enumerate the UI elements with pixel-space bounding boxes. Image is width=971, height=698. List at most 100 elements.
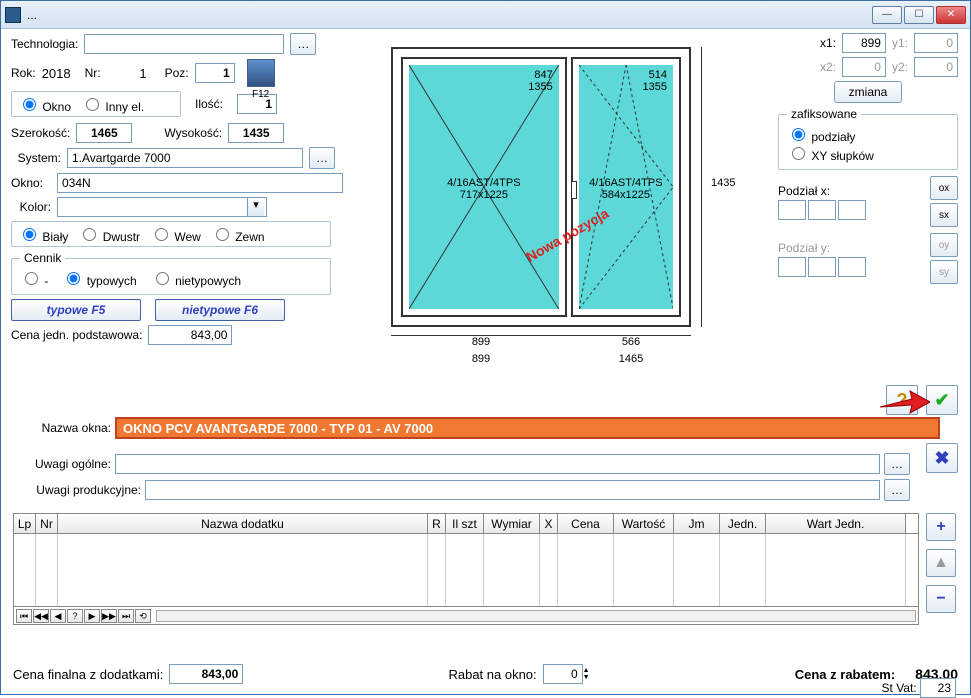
add-button[interactable]: + xyxy=(926,513,956,541)
table-column-header[interactable]: Nr xyxy=(36,514,58,533)
table-column-header[interactable]: Wart Jedn. xyxy=(766,514,906,533)
zafiksowane-legend: zafiksowane xyxy=(787,107,861,121)
rabat-down[interactable]: ▼ xyxy=(583,674,590,681)
wysokosc-input[interactable] xyxy=(228,123,284,143)
uwagi-prod-more-button[interactable]: … xyxy=(884,479,910,501)
table-column-header[interactable]: Wartość xyxy=(614,514,674,533)
cena-rabat-label: Cena z rabatem: xyxy=(795,667,895,682)
podzialy-radio[interactable]: podziały xyxy=(787,125,949,144)
nazwa-input[interactable] xyxy=(115,417,940,439)
cena-jedn-input[interactable] xyxy=(148,325,232,345)
table-column-header[interactable]: Wymiar xyxy=(484,514,540,533)
zewn-radio[interactable]: Zewn xyxy=(211,225,265,244)
table-nav: ⏮ ◀◀ ◀ ? ▶ ▶▶ ⏭ ⟲ xyxy=(14,606,918,624)
okno-label: Okno: xyxy=(11,176,51,190)
system-browse-button[interactable]: … xyxy=(309,147,335,169)
rabat-up[interactable]: ▲ xyxy=(583,667,590,674)
table-column-header[interactable]: Il szt xyxy=(446,514,484,533)
up-button: ▲ xyxy=(926,549,956,577)
maximize-button[interactable]: ☐ xyxy=(904,6,934,24)
okno-radio[interactable]: Okno xyxy=(18,95,71,114)
dwustr-radio[interactable]: Dwustr xyxy=(78,225,140,244)
side-buttons: + ▲ − xyxy=(926,513,956,613)
right-panel: x1: y1: x2: y2: zmiana zafiksowane podzi… xyxy=(778,33,958,288)
nietypowych-radio[interactable]: nietypowych xyxy=(151,269,241,288)
nietypowe-button[interactable]: nietypowe F6 xyxy=(155,299,285,321)
podzial-y-label: Podział y: xyxy=(778,241,830,255)
podzial-x-1[interactable] xyxy=(778,200,806,220)
dim-h1: 899 xyxy=(472,336,490,348)
table-body xyxy=(14,534,918,606)
uwagi-prod-input[interactable] xyxy=(145,480,880,500)
table-column-header[interactable]: R xyxy=(428,514,446,533)
table-column-header[interactable]: X xyxy=(540,514,558,533)
confirm-button[interactable]: ✔ xyxy=(926,385,958,415)
typowe-button[interactable]: typowe F5 xyxy=(11,299,141,321)
nav-last[interactable]: ⏭ xyxy=(118,609,134,623)
footer: Cena finalna z dodatkami: Rabat na okno:… xyxy=(13,664,958,684)
uwagi-ogolne-more-button[interactable]: … xyxy=(884,453,910,475)
rabat-input[interactable] xyxy=(543,664,583,684)
nav-next[interactable]: ▶ xyxy=(84,609,100,623)
bialy-radio[interactable]: Biały xyxy=(18,225,68,244)
wew-radio[interactable]: Wew xyxy=(150,225,201,244)
cennik-legend: Cennik xyxy=(20,251,65,265)
cennik-group: Cennik - typowych nietypowych xyxy=(11,251,331,295)
podzial-x-3[interactable] xyxy=(838,200,866,220)
rok-label: Rok: xyxy=(11,66,36,80)
table-column-header[interactable]: Jedn. xyxy=(720,514,766,533)
zmiana-button[interactable]: zmiana xyxy=(834,81,903,103)
y1-label: y1: xyxy=(892,36,908,50)
stvat-row: St Vat: xyxy=(882,678,956,698)
podzial-x-2[interactable] xyxy=(808,200,836,220)
cennik-dash-radio[interactable]: - xyxy=(20,269,48,288)
podzial-y-3 xyxy=(838,257,866,277)
poz-input[interactable] xyxy=(195,63,235,83)
nav-query[interactable]: ? xyxy=(67,609,83,623)
sx-button[interactable]: sx xyxy=(930,203,958,227)
dim-v: 1435 xyxy=(711,177,735,189)
minimize-button[interactable]: — xyxy=(872,6,902,24)
system-input[interactable] xyxy=(67,148,303,168)
left-dim: 717x1225 xyxy=(460,189,508,201)
x2-input xyxy=(842,57,886,77)
table-column-header[interactable]: Lp xyxy=(14,514,36,533)
remove-button[interactable]: − xyxy=(926,585,956,613)
technologia-browse-button[interactable]: … xyxy=(290,33,316,55)
technologia-input[interactable] xyxy=(84,34,284,54)
inny-radio[interactable]: Inny el. xyxy=(81,95,144,114)
technologia-label: Technologia: xyxy=(11,37,78,51)
nazwa-label: Nazwa okna: xyxy=(11,421,111,435)
cancel-button[interactable]: ✖ xyxy=(926,443,958,473)
typowych-radio[interactable]: typowych xyxy=(62,269,136,288)
cena-final-input[interactable] xyxy=(169,664,243,684)
xy-slupkow-radio[interactable]: XY słupków xyxy=(787,144,949,163)
nav-prev[interactable]: ◀ xyxy=(50,609,66,623)
window-title: ... xyxy=(27,8,37,22)
nav-first[interactable]: ⏮ xyxy=(16,609,32,623)
rabat-label: Rabat na okno: xyxy=(448,667,536,682)
stvat-input[interactable] xyxy=(920,678,956,698)
ox-button[interactable]: ox xyxy=(930,176,958,200)
nav-refresh[interactable]: ⟲ xyxy=(135,609,151,623)
uwagi-ogolne-input[interactable] xyxy=(115,454,880,474)
x1-input[interactable] xyxy=(842,33,886,53)
table-column-header[interactable]: Jm xyxy=(674,514,720,533)
nav-scrollbar[interactable] xyxy=(156,610,916,622)
app-window: ... — ☐ ✕ Technologia: … Rok: 2018 Nr: 1… xyxy=(0,0,971,695)
nav-prev-page[interactable]: ◀◀ xyxy=(33,609,49,623)
left-sash: 847 1355 4/16AST/4TPS 717x1225 xyxy=(401,57,567,317)
table-column-header[interactable]: Nazwa dodatku xyxy=(58,514,428,533)
f12-icon[interactable] xyxy=(247,59,275,87)
right-sash: 514 1355 4/16AST/4TPS 584x1225 xyxy=(571,57,681,317)
szerokosc-input[interactable] xyxy=(76,123,132,143)
close-button[interactable]: ✕ xyxy=(936,6,966,24)
system-label: System: xyxy=(11,151,61,165)
kolor-combo[interactable] xyxy=(57,197,267,217)
kolor-label: Kolor: xyxy=(11,200,51,214)
y2-input xyxy=(914,57,958,77)
table-column-header[interactable]: Cena xyxy=(558,514,614,533)
nav-next-page[interactable]: ▶▶ xyxy=(101,609,117,623)
okno-input[interactable] xyxy=(57,173,343,193)
wysokosc-label: Wysokość: xyxy=(164,126,222,140)
